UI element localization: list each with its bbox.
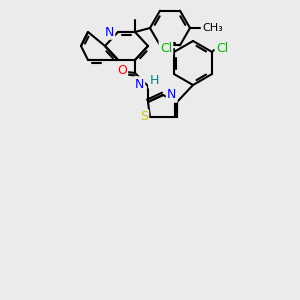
Text: H: H bbox=[149, 74, 159, 88]
Text: S: S bbox=[140, 110, 148, 124]
Text: N: N bbox=[135, 77, 144, 91]
Text: Cl: Cl bbox=[160, 41, 172, 55]
Text: N: N bbox=[167, 88, 176, 101]
Text: O: O bbox=[117, 64, 127, 76]
Text: CH₃: CH₃ bbox=[202, 23, 223, 33]
Text: Cl: Cl bbox=[216, 41, 228, 55]
Text: N: N bbox=[105, 26, 114, 38]
